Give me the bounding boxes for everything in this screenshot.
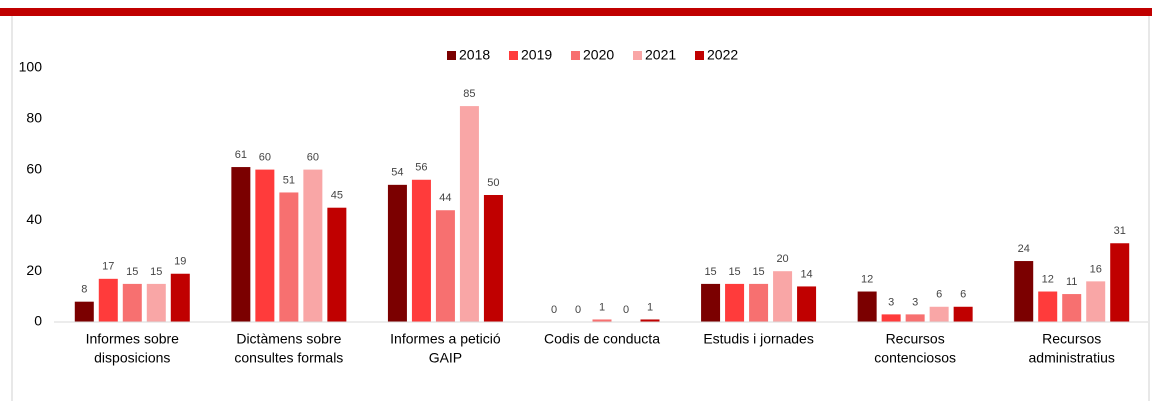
x-tick-label: Informes a petició [390, 331, 501, 347]
legend-label: 2018 [459, 47, 490, 63]
data-label: 60 [307, 152, 319, 164]
x-tick-label: Estudis i jornades [703, 331, 814, 347]
bar [255, 169, 275, 322]
data-label: 14 [800, 268, 812, 280]
x-tick-label: contenciosos [874, 350, 956, 366]
y-tick-label: 80 [26, 110, 42, 126]
data-label: 54 [391, 167, 403, 179]
data-label: 19 [174, 256, 186, 268]
bar [327, 207, 347, 322]
bar [640, 319, 660, 322]
x-tick-label: Codis de conducta [544, 331, 660, 347]
bar [387, 184, 407, 322]
x-tick-label: consultes formals [234, 350, 343, 366]
data-label: 15 [704, 266, 716, 278]
data-label: 16 [1090, 263, 1102, 275]
x-tick-label: GAIP [429, 350, 462, 366]
bar [592, 319, 612, 322]
bar [1014, 261, 1034, 322]
bar [231, 167, 251, 322]
legend-swatch [509, 51, 518, 60]
data-label: 15 [150, 266, 162, 278]
bar [411, 179, 431, 322]
y-tick-label: 0 [34, 313, 42, 329]
data-label: 50 [487, 177, 499, 189]
x-tick-label: Recursos [886, 331, 945, 347]
bar [797, 286, 817, 322]
bar [857, 291, 877, 322]
x-tick-label: Dictàmens sobre [236, 331, 341, 347]
data-label: 17 [102, 261, 114, 273]
bar [773, 271, 793, 322]
x-tick-label: administratius [1029, 350, 1115, 366]
data-label: 0 [575, 304, 581, 316]
bar [953, 306, 973, 322]
x-tick-label: disposicions [94, 350, 170, 366]
data-label: 44 [439, 192, 451, 204]
legend-swatch [571, 51, 580, 60]
data-label: 15 [752, 266, 764, 278]
y-tick-label: 60 [26, 160, 42, 176]
bar [146, 283, 166, 322]
y-tick-label: 20 [26, 262, 42, 278]
data-label: 15 [728, 266, 740, 278]
legend-swatch [695, 51, 704, 60]
bar [74, 301, 94, 322]
bar [122, 283, 142, 322]
bar [881, 314, 901, 322]
bar [483, 195, 503, 322]
bar [701, 283, 721, 322]
bar [1062, 294, 1082, 322]
legend-swatch [633, 51, 642, 60]
legend-swatch [447, 51, 456, 60]
data-label: 45 [331, 190, 343, 202]
data-label: 12 [1042, 273, 1054, 285]
data-label: 6 [960, 289, 966, 301]
data-label: 24 [1018, 243, 1030, 255]
bar [1086, 281, 1106, 322]
x-tick-label: Recursos [1042, 331, 1101, 347]
data-label: 12 [861, 273, 873, 285]
data-label: 0 [551, 304, 557, 316]
data-label: 0 [623, 304, 629, 316]
data-label: 31 [1114, 225, 1126, 237]
data-label: 61 [235, 149, 247, 161]
bar [459, 106, 479, 322]
data-label: 51 [283, 174, 295, 186]
y-tick-label: 100 [19, 59, 43, 75]
bar [1110, 243, 1130, 322]
bar [98, 278, 118, 322]
y-tick-label: 40 [26, 211, 42, 227]
data-label: 1 [647, 301, 653, 313]
bar [1038, 291, 1058, 322]
data-label: 56 [415, 162, 427, 174]
bar [435, 210, 455, 322]
data-label: 3 [888, 296, 894, 308]
bar [905, 314, 925, 322]
legend-label: 2020 [583, 47, 614, 63]
data-label: 85 [463, 88, 475, 100]
data-label: 6 [936, 289, 942, 301]
data-label: 20 [776, 253, 788, 265]
bar [170, 273, 190, 322]
legend-label: 2022 [707, 47, 738, 63]
bar [279, 192, 299, 322]
data-label: 1 [599, 301, 605, 313]
bar [929, 306, 949, 322]
legend-label: 2021 [645, 47, 676, 63]
data-label: 11 [1066, 276, 1077, 288]
bar [725, 283, 745, 322]
bar [749, 283, 769, 322]
top-bar [0, 8, 1152, 16]
x-tick-label: Informes sobre [86, 331, 180, 347]
data-label: 8 [81, 284, 87, 296]
bar [303, 169, 323, 322]
data-label: 15 [126, 266, 138, 278]
data-label: 3 [912, 296, 918, 308]
data-label: 60 [259, 152, 271, 164]
legend-label: 2019 [521, 47, 552, 63]
